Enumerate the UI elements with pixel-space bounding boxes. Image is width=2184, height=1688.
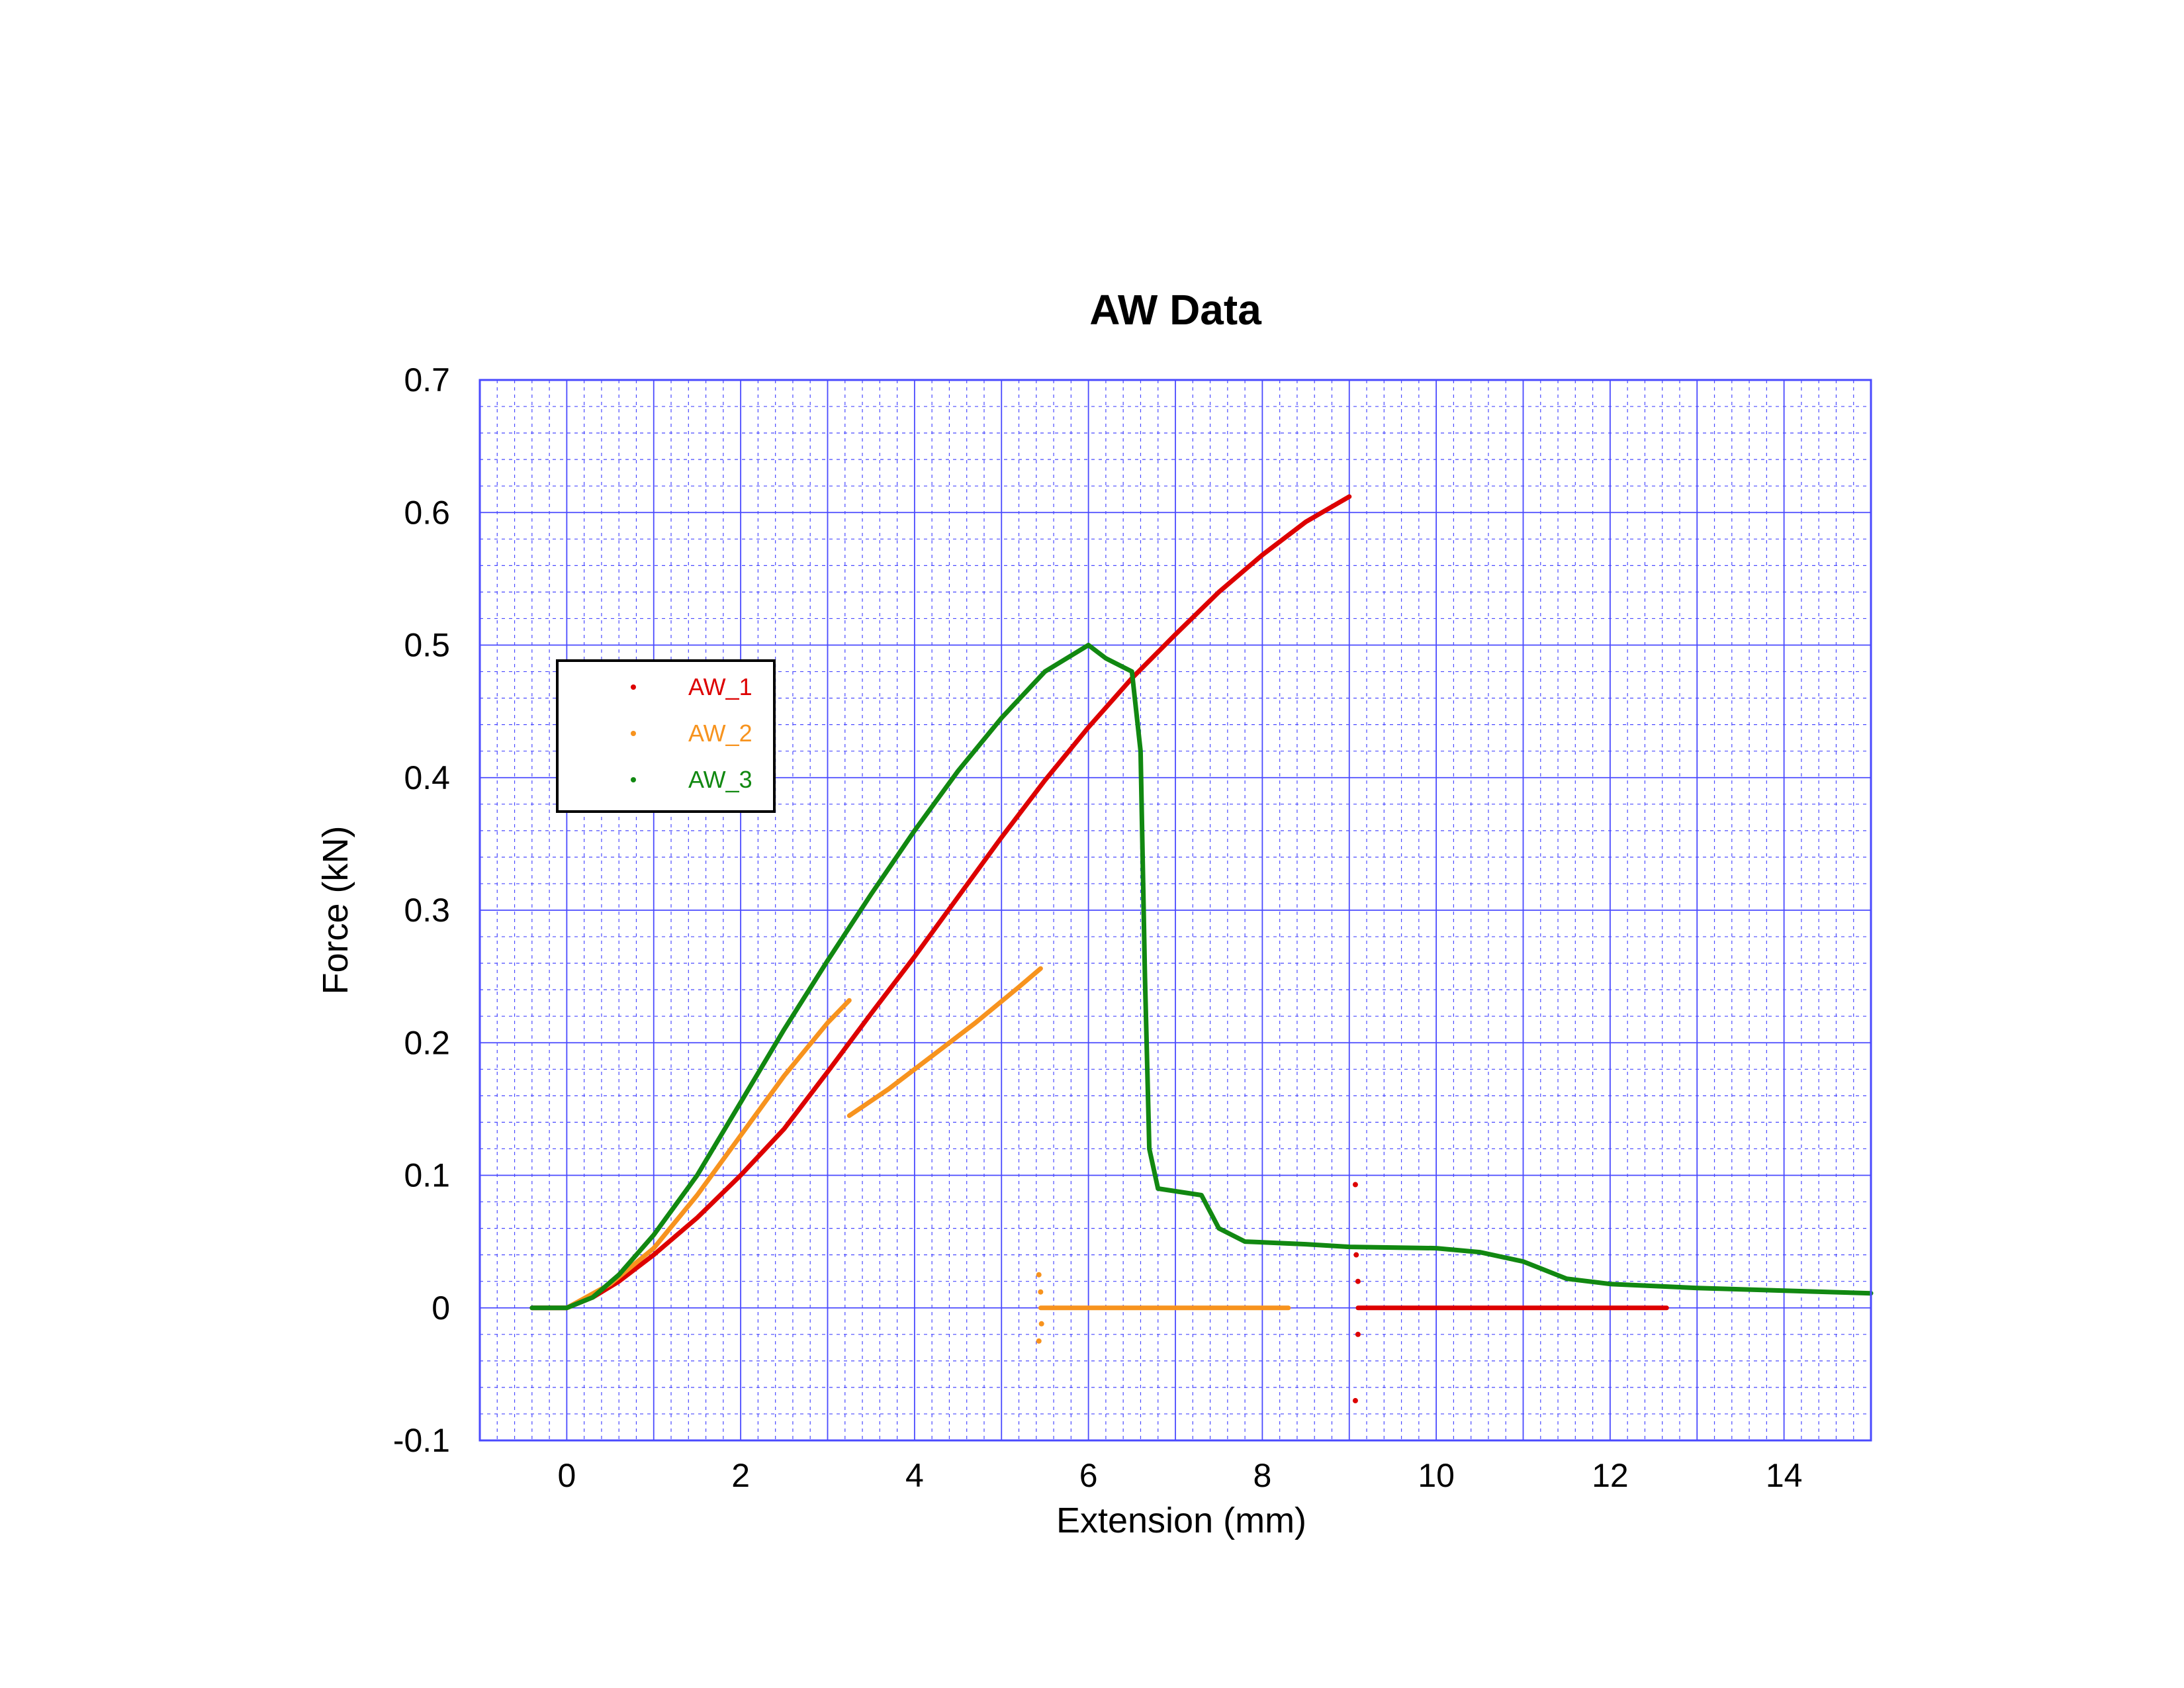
data-point — [1038, 1321, 1044, 1327]
data-point — [1355, 1331, 1361, 1337]
x-tick-label: 6 — [1079, 1457, 1098, 1494]
legend-marker — [631, 684, 636, 690]
y-tick-label: 0.5 — [404, 627, 450, 664]
data-point — [1353, 1252, 1359, 1258]
x-tick-label: 10 — [1418, 1457, 1455, 1494]
legend-label: AW_2 — [688, 720, 752, 747]
legend: AW_1 AW_2 AW_3 — [556, 659, 776, 813]
legend-label: AW_3 — [688, 766, 752, 793]
x-tick-label: 4 — [905, 1457, 924, 1494]
series-line — [846, 966, 1043, 1118]
data-point — [1036, 1272, 1042, 1278]
data-point — [1036, 1338, 1042, 1344]
data-point — [1352, 1397, 1358, 1403]
grid — [479, 379, 1872, 1441]
data-point — [1038, 1289, 1044, 1295]
y-tick-label: 0.2 — [404, 1024, 450, 1061]
series-line — [529, 643, 1874, 1311]
chart-title: AW Data — [1089, 286, 1261, 334]
y-axis-label: Force (kN) — [316, 826, 355, 995]
legend-box — [556, 659, 776, 813]
x-tick-label: 12 — [1592, 1457, 1629, 1494]
data-point — [1352, 1182, 1358, 1188]
x-tick-label: 8 — [1253, 1457, 1271, 1494]
series-AW_2 — [564, 966, 1291, 1344]
tick-labels: 0 2 4 6 8 10 12 14 -0.1 0 0.1 0.2 0.3 0.4 0.5 0.6 0.7 — [393, 361, 1803, 1494]
x-tick-label: 14 — [1766, 1457, 1803, 1494]
legend-marker — [631, 777, 636, 782]
series-AW_3 — [529, 643, 1874, 1311]
legend-label: AW_1 — [688, 673, 752, 700]
legend-marker — [631, 731, 636, 736]
y-tick-label: 0.7 — [404, 361, 450, 399]
x-tick-label: 2 — [731, 1457, 750, 1494]
y-tick-label: 0.3 — [404, 892, 450, 929]
data-point — [1355, 1278, 1361, 1284]
x-tick-label: 0 — [557, 1457, 576, 1494]
y-tick-label: -0.1 — [393, 1422, 450, 1459]
plot-frame — [478, 379, 1872, 1442]
series-line — [529, 494, 1352, 1311]
y-tick-label: 0.6 — [404, 494, 450, 531]
plot-data — [529, 494, 1874, 1403]
series-AW_1 — [529, 494, 1669, 1403]
y-tick-label: 0.4 — [404, 759, 450, 796]
y-tick-label: 0 — [432, 1289, 450, 1327]
y-tick-label: 0.1 — [404, 1157, 450, 1194]
x-axis-label: Extension (mm) — [1056, 1501, 1306, 1540]
